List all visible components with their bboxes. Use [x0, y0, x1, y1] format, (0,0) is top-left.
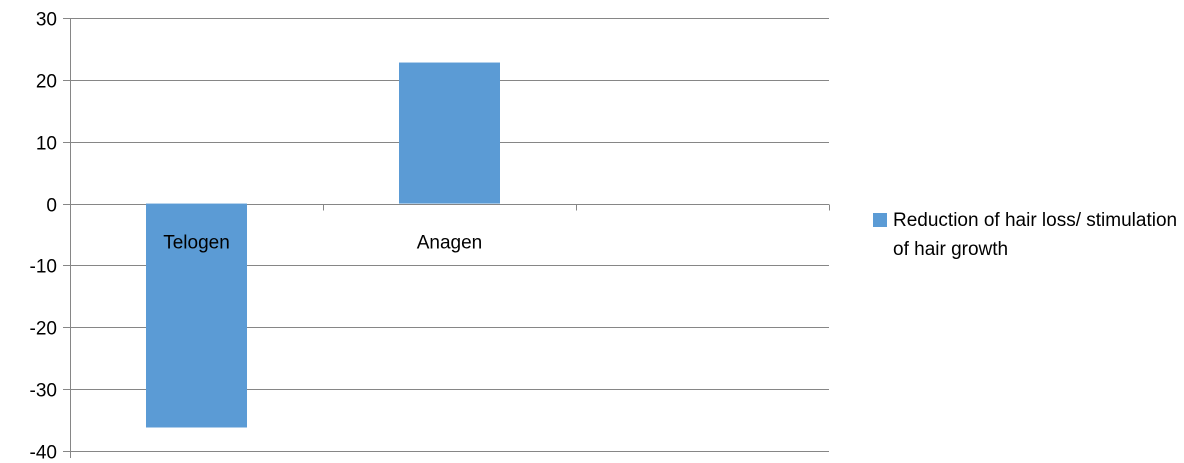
y-tick-label: 10 [36, 134, 57, 155]
bars [146, 62, 500, 428]
y-tick-label: 20 [36, 72, 57, 93]
y-tick-label: 30 [36, 10, 57, 31]
bar-telogen [146, 203, 247, 428]
axes [70, 18, 830, 458]
x-category-label: Anagen [417, 233, 483, 254]
y-tick-label: -40 [30, 443, 57, 463]
y-tick-label: -30 [30, 381, 57, 402]
bar-anagen [399, 62, 500, 204]
x-category-label: Telogen [163, 233, 230, 254]
legend-label: Reduction of hair loss/ stimulation of h… [893, 210, 1178, 260]
category-labels: Telogen Anagen [163, 233, 482, 254]
y-tick-label: -20 [30, 319, 57, 340]
y-tick-label: -10 [30, 257, 57, 278]
y-axis-labels: 30 20 10 0 -10 -20 -30 -40 [30, 10, 57, 463]
y-tick-label: 0 [46, 196, 57, 217]
legend-swatch [873, 213, 887, 227]
